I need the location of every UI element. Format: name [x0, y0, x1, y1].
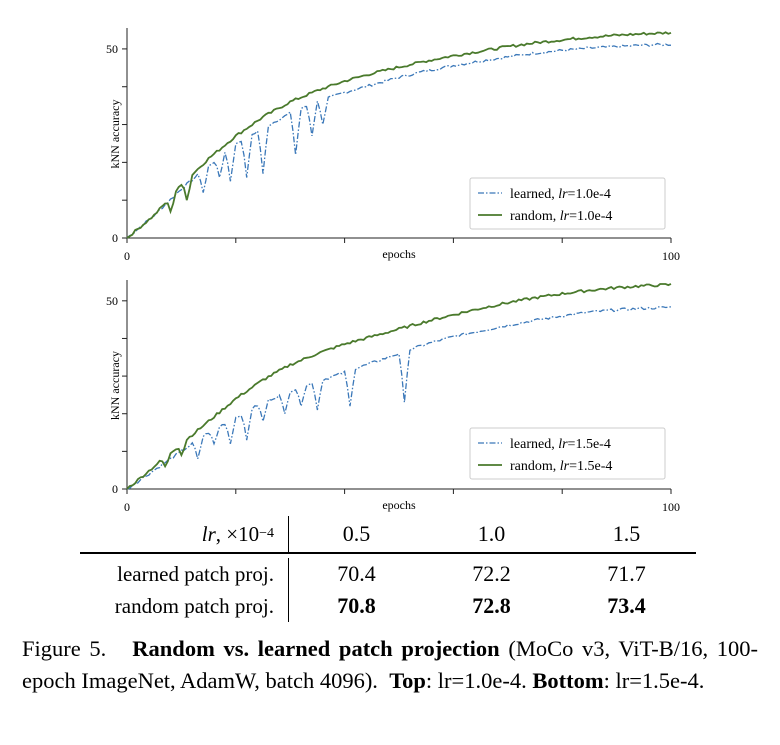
table-header-col: 0.5	[342, 521, 371, 546]
y-tick-label: 0	[112, 482, 118, 496]
x-axis-label: epochs	[382, 498, 416, 512]
lr-unit: , ×10	[215, 521, 260, 546]
caption-details: (MoCo v3, ViT-B/16, 100-epoch ImageNet, …	[22, 636, 759, 693]
x-tick-label: 100	[662, 500, 680, 514]
caption-top-label: Top	[389, 668, 426, 693]
legend-label-random: random, lr=1.0e-4	[510, 209, 612, 224]
legend-label-learned: learned, lr=1.0e-4	[510, 187, 611, 202]
chart-panel-bottom: 0 50 0 100 epochs kNN accuracy learned, lr=1.5…	[106, 280, 680, 514]
caption-bottom-value: lr=1.5e-4.	[615, 668, 705, 693]
x-axis-label: epochs	[382, 247, 416, 261]
results-table: lr, ×10 −4 0.5 1.0 1.5 learned patch proj…	[80, 516, 696, 622]
legend-box	[469, 177, 666, 230]
y-tick-label: 50	[106, 294, 118, 308]
caption-title: Random vs. learned patch projection	[132, 636, 500, 661]
table-cell: 72.8	[472, 593, 511, 618]
series-line-random	[126, 31, 672, 239]
table-header-col: 1.0	[477, 521, 506, 546]
caption-bottom-label: Bottom	[532, 668, 604, 693]
table-header-lr: lr, ×10 −4	[80, 516, 289, 552]
table-row: random patch proj. 70.8 72.8 73.4	[80, 590, 696, 622]
x-tick-label: 100	[662, 249, 680, 263]
x-tick-label: 0	[124, 500, 130, 514]
y-axis-label: kNN accuracy	[108, 100, 122, 169]
table-cell: 70.4	[337, 561, 376, 586]
figure-charts: 0 50 0 100 epochs kNN accuracy learned, lr=1.0…	[106, 28, 680, 514]
table-cell: 71.7	[607, 561, 646, 586]
row-label: random patch proj.	[80, 590, 289, 622]
row-label: learned patch proj.	[80, 558, 289, 590]
table-header-col: 1.5	[612, 521, 641, 546]
table-row: learned patch proj. 70.4 72.2 71.7	[80, 558, 696, 590]
caption-figure-number: Figure 5.	[22, 636, 107, 661]
table-header-row: lr, ×10 −4 0.5 1.0 1.5	[80, 516, 696, 554]
table-cell: 72.2	[472, 561, 511, 586]
y-tick-label: 0	[112, 231, 118, 245]
table-cell: 70.8	[337, 593, 376, 618]
x-tick-label: 0	[124, 249, 130, 263]
legend: learned, lr=1.0e-4 random, lr=1.0e-4	[469, 177, 666, 230]
table-cell: 73.4	[607, 593, 646, 618]
chart-panel-top: 0 50 0 100 epochs kNN accuracy learned, lr=1.0…	[106, 28, 680, 263]
legend: learned, lr=1.5e-4 random, lr=1.5e-4	[469, 427, 666, 480]
figure-caption: Figure 5. Random vs. learned patch proje…	[22, 636, 759, 693]
lr-exponent: −4	[259, 526, 274, 541]
legend-box	[469, 427, 666, 480]
series-line-learned	[126, 306, 672, 490]
lr-symbol: lr	[201, 521, 216, 546]
series-line-random	[126, 283, 672, 490]
legend-label-learned: learned, lr=1.5e-4	[510, 437, 611, 452]
y-axis-label: kNN accuracy	[108, 351, 122, 420]
caption-top-value: lr=1.0e-4.	[437, 668, 527, 693]
y-tick-label: 50	[106, 42, 118, 56]
series-line-learned	[126, 42, 672, 239]
legend-label-random: random, lr=1.5e-4	[510, 459, 612, 474]
